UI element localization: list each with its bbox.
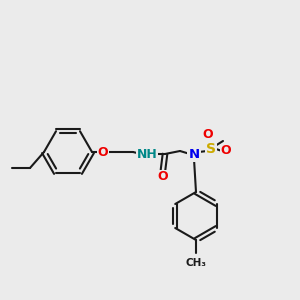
Text: N: N <box>188 148 200 160</box>
Text: NH: NH <box>136 148 158 160</box>
Text: O: O <box>221 145 231 158</box>
Text: CH₃: CH₃ <box>185 258 206 268</box>
Text: O: O <box>203 128 213 140</box>
Text: O: O <box>98 146 108 158</box>
Text: O: O <box>158 170 168 184</box>
Text: S: S <box>206 142 216 156</box>
